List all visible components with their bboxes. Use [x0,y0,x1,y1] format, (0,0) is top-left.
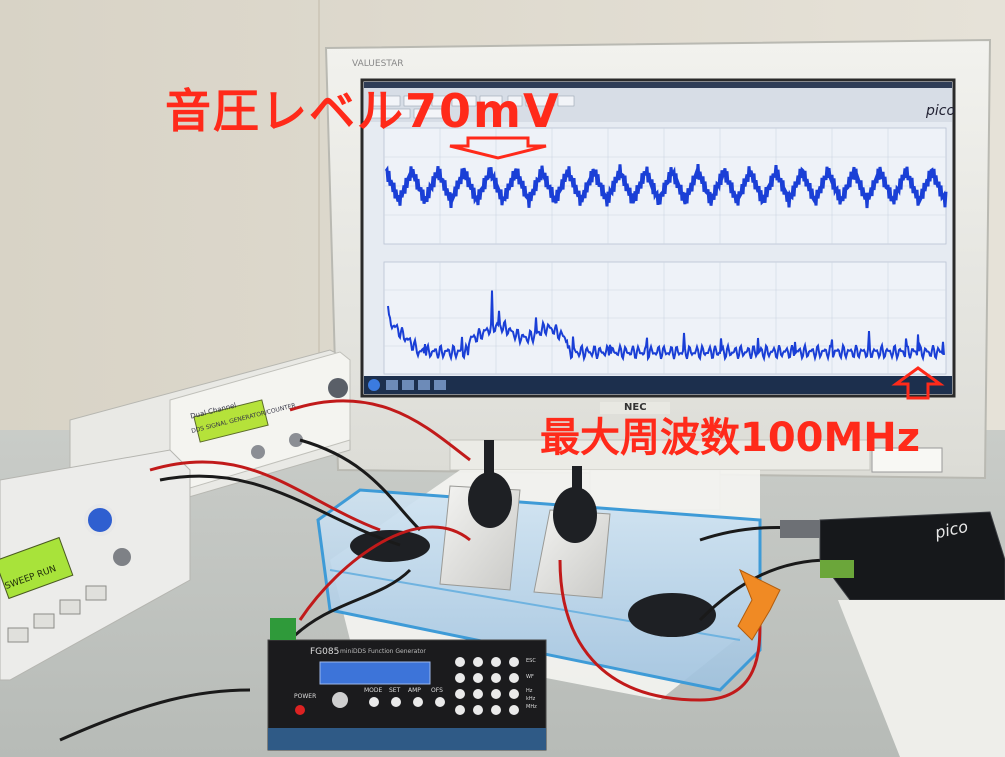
bnc-adapter [820,560,854,578]
fg085-btn-amp: AMP [408,687,421,694]
green-terminal [270,618,296,640]
bnc-connector [780,520,820,538]
white-panel-right [838,600,1005,757]
taskbar-icons [386,380,446,390]
fg085-subtitle: miniDDS Function Generator [340,648,426,655]
cables [59,399,841,742]
dual-knob [328,378,348,398]
waveform-bottom [387,290,945,363]
fg085-key-khz: kHz [526,696,536,702]
taskbar [364,376,952,394]
monitor [324,38,992,511]
fg085-key-hz: Hz [526,688,533,694]
plot-bottom-grid [384,262,946,374]
electrode-blobs [350,440,716,637]
fg085-key-esc: ESC [526,658,536,664]
annotation-sound-pressure: 音圧レベル70mV [165,84,561,138]
toolbar-buttons [369,95,575,119]
start-orb [368,379,380,391]
sweep-generator [0,449,191,681]
wall-panel-seam [318,0,320,430]
sweep-bnc [113,548,131,566]
fg085-generator [267,618,547,751]
sweep-buttons [7,585,107,643]
waveform-bottom-trace [387,290,945,363]
fg085-model: FG085 [310,647,340,657]
fg085-key-mhz: MHz [526,704,537,710]
fg085-btn-set: SET [389,687,401,694]
arrow-up [891,366,945,400]
fg085-pcb [268,728,546,750]
arrow-down [449,136,547,160]
waveform-top [384,163,948,209]
fg085-power-label: POWER [294,693,317,700]
fg085-btn-mode: MODE [364,687,383,694]
fg085-key-wf: WF [526,674,534,680]
nec-badge [600,402,670,414]
alligator-clip [737,568,781,641]
annotation-max-frequency: 最大周波数100MHz [540,415,921,461]
dual-bnc-2 [289,433,303,447]
monitor-brand: VALUESTAR [352,59,404,69]
fg085-lcd [319,661,431,685]
software-logo: pico [926,103,956,119]
fg085-power-led [295,705,305,715]
sweep-lcd [0,536,74,600]
fg085-btn-ofs: OFS [431,687,443,694]
dual-lcd [193,399,269,443]
pico-scope [780,511,1005,601]
bezel-sticker [871,447,943,473]
fg085-knob [332,692,348,708]
dual-bnc-1 [251,445,265,459]
fg085-keypad [369,657,519,715]
sweep-knob [84,504,116,536]
nec-logo: NEC [624,402,647,413]
waveform-top-trace [384,163,948,209]
